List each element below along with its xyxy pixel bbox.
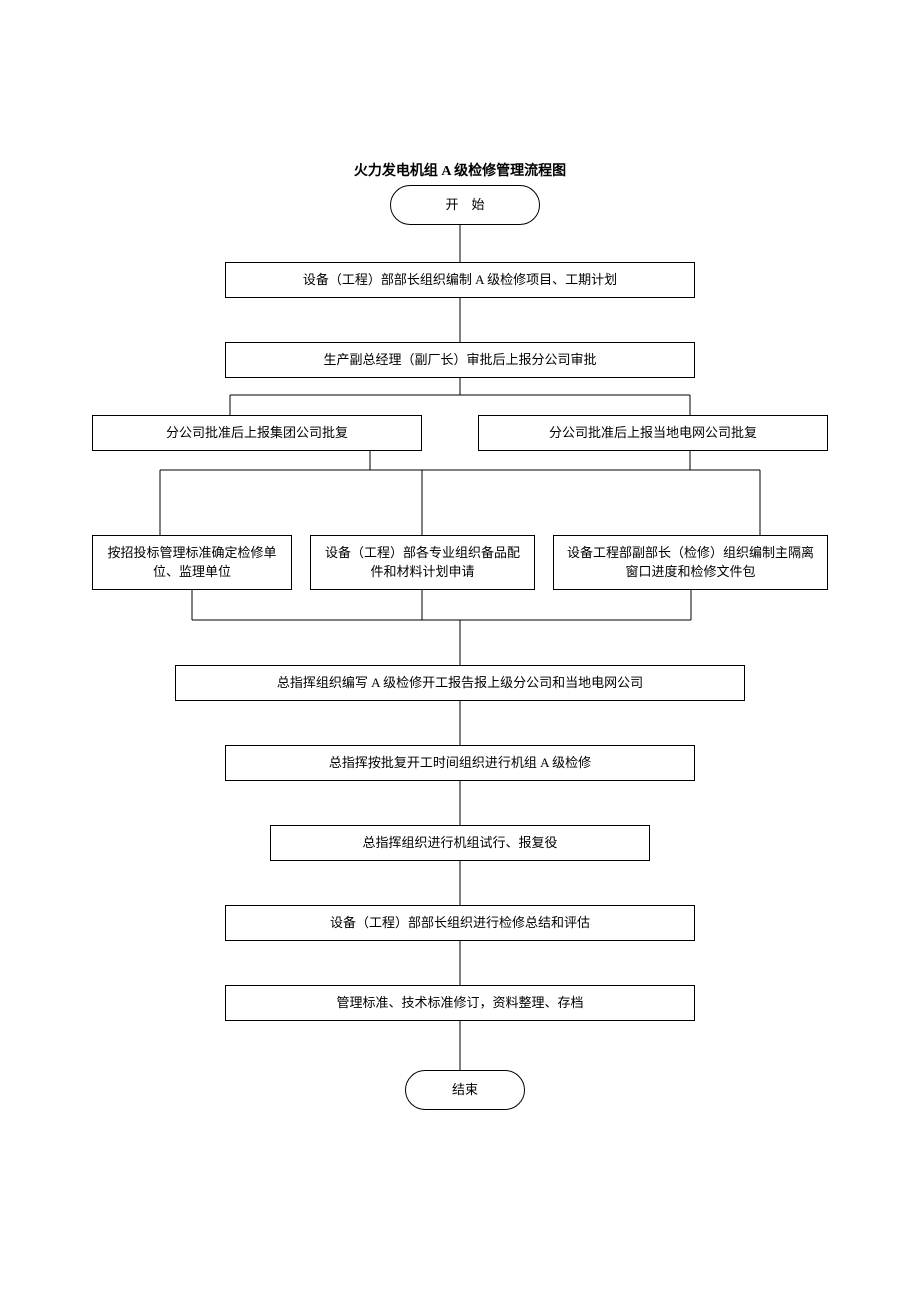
flowchart-node-n1: 设备（工程）部部长组织编制 A 级检修项目、工期计划	[225, 262, 695, 298]
flowchart-node-n3b: 分公司批准后上报当地电网公司批复	[478, 415, 828, 451]
node-label: 设备（工程）部各专业组织备品配件和材料计划申请	[319, 544, 526, 580]
flowchart-node-n7: 总指挥组织进行机组试行、报复役	[270, 825, 650, 861]
connector-4	[192, 590, 691, 665]
flowchart-node-n9: 管理标准、技术标准修订，资料整理、存档	[225, 985, 695, 1021]
flowchart-node-n5: 总指挥组织编写 A 级检修开工报告报上级分公司和当地电网公司	[175, 665, 745, 701]
node-label: 按招投标管理标准确定检修单位、监理单位	[101, 544, 283, 580]
node-label: 设备工程部副部长（检修）组织编制主隔离窗口进度和检修文件包	[562, 544, 819, 580]
node-label: 分公司批准后上报集团公司批复	[166, 424, 348, 442]
flowchart-node-n4a: 按招投标管理标准确定检修单位、监理单位	[92, 535, 292, 590]
node-label: 总指挥组织编写 A 级检修开工报告报上级分公司和当地电网公司	[277, 674, 643, 692]
flowchart-node-n6: 总指挥按批复开工时间组织进行机组 A 级检修	[225, 745, 695, 781]
node-label: 管理标准、技术标准修订，资料整理、存档	[336, 994, 583, 1012]
node-label: 设备（工程）部部长组织编制 A 级检修项目、工期计划	[303, 271, 617, 289]
node-label: 结束	[452, 1081, 478, 1099]
node-label: 分公司批准后上报当地电网公司批复	[549, 424, 757, 442]
node-label: 总指挥按批复开工时间组织进行机组 A 级检修	[329, 754, 591, 772]
flowchart-node-n2: 生产副总经理（副厂长）审批后上报分公司审批	[225, 342, 695, 378]
node-label: 开 始	[445, 196, 484, 214]
flowchart-node-end: 结束	[405, 1070, 525, 1110]
connector-2	[230, 378, 690, 415]
flowchart-node-n4b: 设备（工程）部各专业组织备品配件和材料计划申请	[310, 535, 535, 590]
connector-3	[160, 451, 760, 535]
flowchart-node-n3a: 分公司批准后上报集团公司批复	[92, 415, 422, 451]
flowchart-node-n4c: 设备工程部副部长（检修）组织编制主隔离窗口进度和检修文件包	[553, 535, 828, 590]
flowchart-node-n8: 设备（工程）部部长组织进行检修总结和评估	[225, 905, 695, 941]
node-label: 总指挥组织进行机组试行、报复役	[362, 834, 557, 852]
node-label: 设备（工程）部部长组织进行检修总结和评估	[330, 914, 590, 932]
node-label: 生产副总经理（副厂长）审批后上报分公司审批	[323, 351, 596, 369]
flowchart-title: 火力发电机组 A 级检修管理流程图	[0, 160, 920, 180]
flowchart-node-start: 开 始	[390, 185, 540, 225]
